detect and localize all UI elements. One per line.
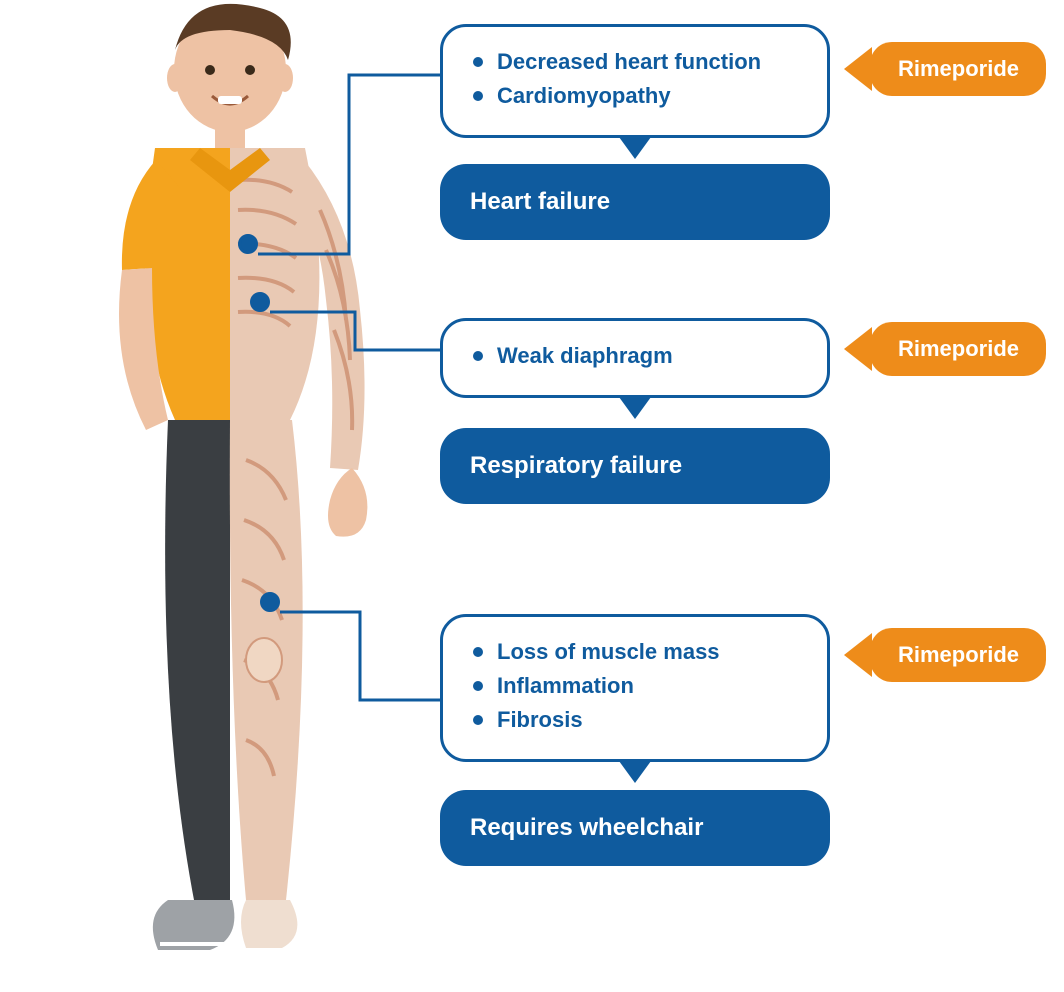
outcome-box-muscle: Requires wheelchair — [440, 790, 830, 866]
symptom-item: Weak diaphragm — [473, 339, 797, 373]
drug-tag-muscle: Rimeporide — [870, 628, 1046, 682]
symptom-item: Decreased heart function — [473, 45, 797, 79]
outcome-label: Requires wheelchair — [470, 814, 703, 841]
outcome-label: Heart failure — [470, 188, 610, 215]
marker-thigh — [260, 592, 280, 612]
down-arrow-icon — [619, 397, 651, 419]
drug-label: Rimeporide — [898, 642, 1019, 667]
marker-diaphragm — [250, 292, 270, 312]
drug-tag-diaphragm: Rimeporide — [870, 322, 1046, 376]
symptom-item: Loss of muscle mass — [473, 635, 797, 669]
drug-label: Rimeporide — [898, 56, 1019, 81]
drug-label: Rimeporide — [898, 336, 1019, 361]
down-arrow-icon — [619, 761, 651, 783]
marker-heart — [238, 234, 258, 254]
drug-tag-heart: Rimeporide — [870, 42, 1046, 96]
anatomy-svg — [60, 0, 400, 980]
symptom-item: Fibrosis — [473, 703, 797, 737]
outcome-box-diaphragm: Respiratory failure — [440, 428, 830, 504]
symptom-box-heart: Decreased heart functionCardiomyopathy — [440, 24, 830, 138]
down-arrow-icon — [619, 137, 651, 159]
symptom-box-muscle: Loss of muscle massInflammationFibrosis — [440, 614, 830, 762]
outcome-box-heart: Heart failure — [440, 164, 830, 240]
symptom-box-diaphragm: Weak diaphragm — [440, 318, 830, 398]
symptom-item: Cardiomyopathy — [473, 79, 797, 113]
anatomy-figure — [60, 0, 400, 980]
outcome-label: Respiratory failure — [470, 452, 682, 479]
symptom-item: Inflammation — [473, 669, 797, 703]
